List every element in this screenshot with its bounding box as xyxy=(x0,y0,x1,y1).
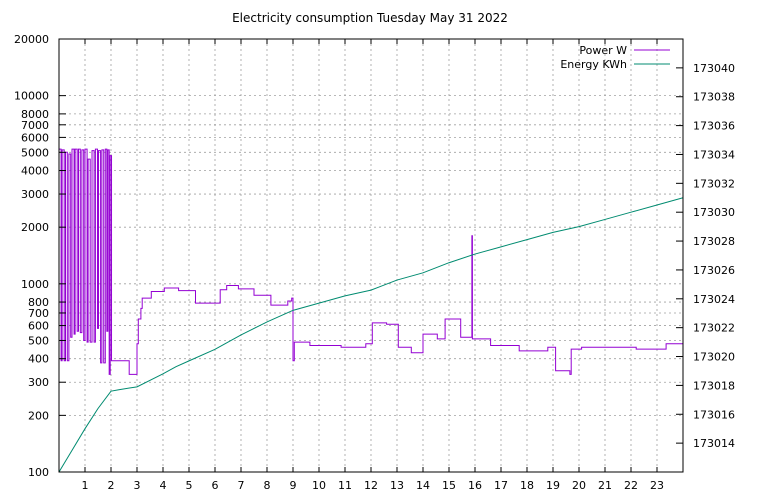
y2-tick-label: 173032 xyxy=(693,177,735,190)
x-tick-label: 16 xyxy=(468,479,482,492)
y-tick-label: 3000 xyxy=(21,188,49,201)
x-tick-label: 8 xyxy=(264,479,271,492)
x-tick-label: 18 xyxy=(520,479,534,492)
y-tick-label: 100 xyxy=(28,466,49,479)
y2-tick-label: 173020 xyxy=(693,351,735,364)
series-layer xyxy=(58,148,684,473)
y-tick-label: 10000 xyxy=(14,90,49,103)
y2-tick-label: 173016 xyxy=(693,408,735,421)
y-tick-label: 8000 xyxy=(21,108,49,121)
x-tick-label: 17 xyxy=(494,479,508,492)
y-tick-label: 800 xyxy=(28,296,49,309)
chart-title: Electricity consumption Tuesday May 31 2… xyxy=(232,11,508,25)
x-tick-label: 14 xyxy=(416,479,430,492)
y-tick-label: 600 xyxy=(28,320,49,333)
legend-label-energy-kwh: Energy KWh xyxy=(560,58,627,71)
y2-tick-label: 173018 xyxy=(693,379,735,392)
x-tick-label: 2 xyxy=(108,479,115,492)
y2-tick-label: 173026 xyxy=(693,264,735,277)
y-tick-label: 20000 xyxy=(14,33,49,46)
y-tick-label: 400 xyxy=(28,353,49,366)
y2-tick-label: 173036 xyxy=(693,120,735,133)
x-tick-label: 6 xyxy=(212,479,219,492)
series-line-energy-kwh xyxy=(58,197,684,473)
y-tick-label: 5000 xyxy=(21,146,49,159)
grid xyxy=(59,38,683,473)
x-tick-label: 1 xyxy=(82,479,89,492)
y2-tick-label: 173038 xyxy=(693,91,735,104)
x-tick-label: 23 xyxy=(650,479,664,492)
axes: 1 2 3 4 5 6 7 8 9 10 11 12 13 14 15 16 17 18 19 20 21 22 23100… xyxy=(14,33,735,492)
y2-tick-label: 173030 xyxy=(693,206,735,219)
y-tick-label: 7000 xyxy=(21,119,49,132)
x-tick-label: 5 xyxy=(186,479,193,492)
x-tick-label: 13 xyxy=(390,479,404,492)
x-tick-label: 11 xyxy=(338,479,352,492)
y-tick-label: 200 xyxy=(28,409,49,422)
x-tick-label: 22 xyxy=(624,479,638,492)
x-tick-label: 20 xyxy=(572,479,586,492)
y-tick-label: 300 xyxy=(28,376,49,389)
x-tick-label: 12 xyxy=(364,479,378,492)
y-tick-label: 6000 xyxy=(21,131,49,144)
legend-label-power-w: Power W xyxy=(579,44,627,57)
x-tick-label: 9 xyxy=(290,479,297,492)
y-tick-label: 700 xyxy=(28,307,49,320)
y2-tick-label: 173022 xyxy=(693,322,735,335)
y-tick-label: 2000 xyxy=(21,221,49,234)
x-tick-label: 7 xyxy=(238,479,245,492)
y-tick-label: 1000 xyxy=(21,278,49,291)
y2-tick-label: 173014 xyxy=(693,437,735,450)
x-tick-label: 3 xyxy=(134,479,141,492)
y2-tick-label: 173040 xyxy=(693,62,735,75)
y2-tick-label: 173034 xyxy=(693,148,735,161)
x-tick-label: 21 xyxy=(598,479,612,492)
x-tick-label: 10 xyxy=(312,479,326,492)
y2-tick-label: 173028 xyxy=(693,235,735,248)
x-tick-label: 19 xyxy=(546,479,560,492)
series-line-power-w xyxy=(59,148,683,375)
y2-tick-label: 173024 xyxy=(693,293,735,306)
y-tick-label: 500 xyxy=(28,334,49,347)
x-tick-label: 15 xyxy=(442,479,456,492)
y-tick-label: 4000 xyxy=(21,165,49,178)
x-tick-label: 4 xyxy=(160,479,167,492)
